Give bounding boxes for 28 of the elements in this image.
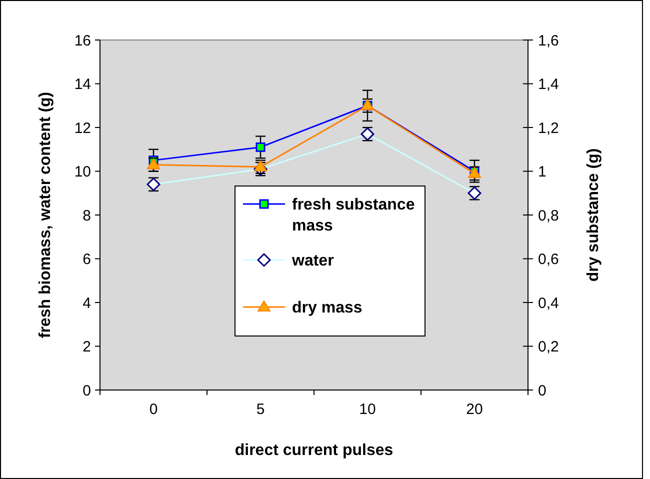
- y2-axis-title: dry substance (g): [585, 148, 602, 282]
- x-tick-label: 20: [466, 401, 483, 418]
- y2-tick-label: 0,2: [538, 338, 559, 356]
- y2-tick-label: 1,4: [538, 76, 559, 93]
- y-tick-label: 14: [74, 76, 91, 93]
- y2-tick-label: 0,6: [538, 251, 559, 268]
- y-tick-label: 16: [74, 32, 91, 50]
- y2-tick-label: 1,2: [538, 120, 559, 137]
- x-tick-label: 0: [149, 401, 158, 418]
- legend-label: water: [291, 252, 334, 270]
- legend-label: dry mass: [292, 300, 362, 317]
- y2-tick-label: 0,8: [538, 207, 559, 224]
- y2-tick-label: 0: [538, 382, 546, 400]
- y-tick-label: 8: [82, 207, 91, 224]
- y2-tick-label: 0,4: [538, 294, 559, 312]
- y-tick-label: 0: [82, 382, 91, 400]
- y-tick-label: 12: [74, 120, 91, 137]
- legend-label: fresh substance mass: [292, 196, 415, 234]
- x-tick-label: 5: [256, 401, 265, 418]
- y2-tick-label: 1: [538, 164, 546, 180]
- y2-tick-label: 1,6: [538, 32, 559, 50]
- y-tick-label: 6: [82, 251, 91, 268]
- x-tick-label: 10: [359, 401, 376, 418]
- y-tick-label: 2: [82, 338, 91, 356]
- y-tick-label: 4: [82, 294, 91, 312]
- y-tick-label: 10: [74, 164, 91, 180]
- x-axis-title: direct current pulses: [234, 442, 394, 459]
- y-axis-title: fresh biomass, water content (g): [37, 92, 54, 338]
